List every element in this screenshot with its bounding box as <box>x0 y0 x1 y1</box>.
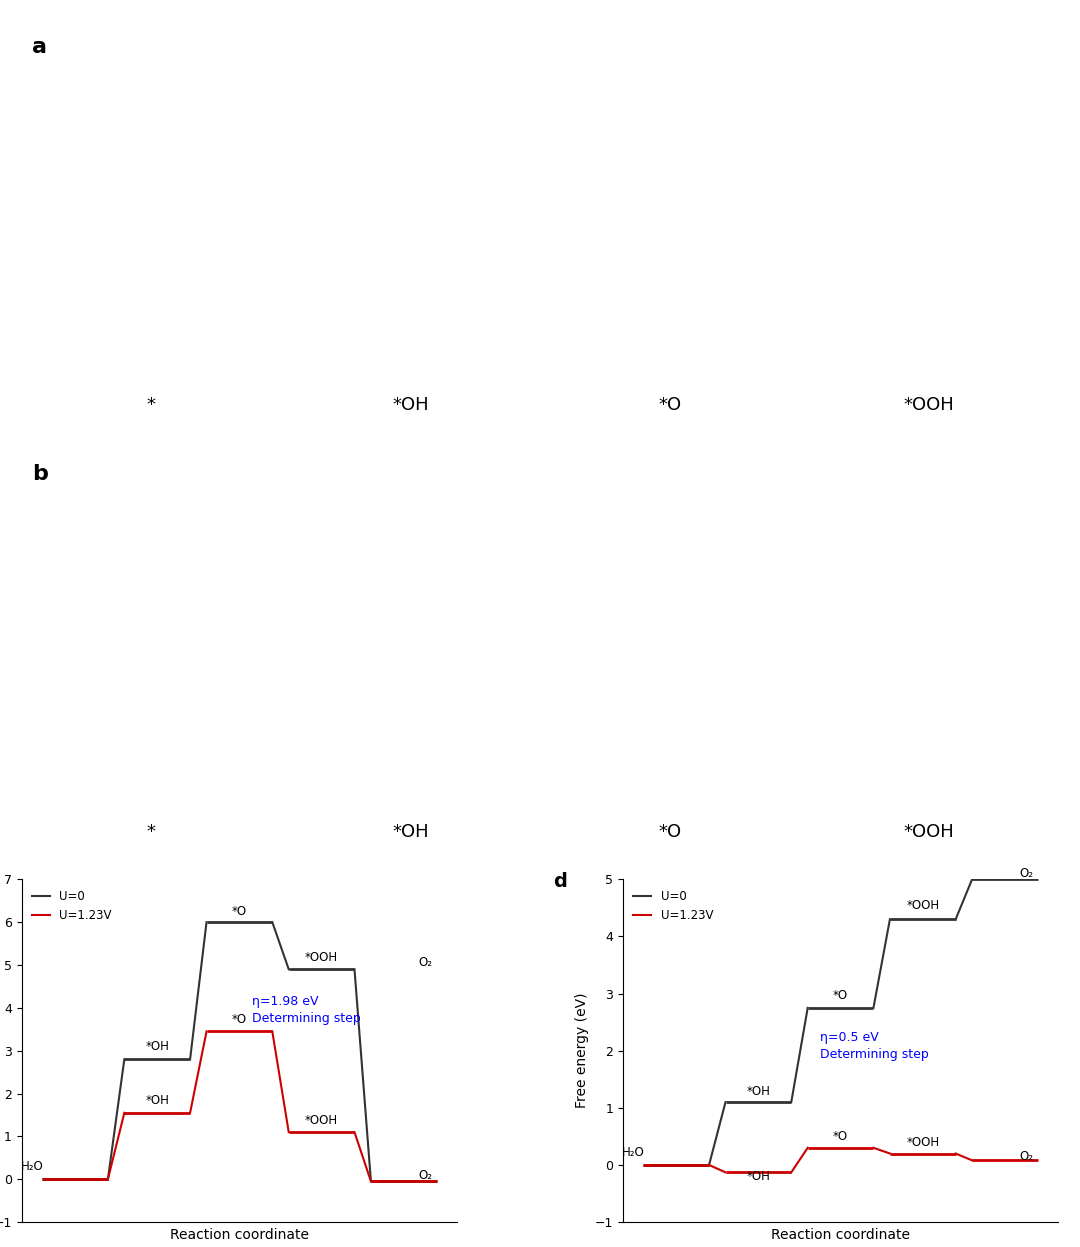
Text: *OOH: *OOH <box>906 1136 940 1148</box>
Text: *OH: *OH <box>146 1040 170 1052</box>
Legend: U=0, U=1.23V: U=0, U=1.23V <box>629 885 718 927</box>
Text: O₂: O₂ <box>1020 867 1034 880</box>
Text: a: a <box>32 37 46 57</box>
Text: *O: *O <box>232 905 247 918</box>
Text: *: * <box>147 395 156 414</box>
Text: *OH: *OH <box>146 1094 170 1107</box>
Text: η=1.98 eV
Determining step: η=1.98 eV Determining step <box>252 995 361 1025</box>
X-axis label: Reaction coordinate: Reaction coordinate <box>170 1227 309 1242</box>
Text: *: * <box>147 823 156 840</box>
Text: *OOH: *OOH <box>904 823 954 840</box>
Text: *O: *O <box>833 989 848 1003</box>
Text: *OH: *OH <box>746 1170 770 1183</box>
Text: *O: *O <box>658 823 681 840</box>
X-axis label: Reaction coordinate: Reaction coordinate <box>771 1227 910 1242</box>
Text: η=0.5 eV
Determining step: η=0.5 eV Determining step <box>820 1031 929 1061</box>
Text: *O: *O <box>833 1130 848 1143</box>
Text: *OH: *OH <box>392 395 429 414</box>
Text: *OOH: *OOH <box>904 395 954 414</box>
Text: O₂: O₂ <box>1020 1150 1034 1163</box>
Text: *OH: *OH <box>392 823 429 840</box>
Text: O₂: O₂ <box>419 1170 433 1182</box>
Legend: U=0, U=1.23V: U=0, U=1.23V <box>27 885 117 927</box>
Text: *OOH: *OOH <box>906 899 940 913</box>
Text: d: d <box>553 873 567 892</box>
Y-axis label: Free energy (eV): Free energy (eV) <box>576 993 589 1109</box>
Text: O₂: O₂ <box>419 956 433 969</box>
Text: H₂O: H₂O <box>21 1160 43 1172</box>
Text: *OH: *OH <box>746 1085 770 1097</box>
Text: *OOH: *OOH <box>305 951 338 964</box>
Text: H₂O: H₂O <box>622 1146 645 1160</box>
Text: *O: *O <box>232 1014 247 1026</box>
Text: b: b <box>32 464 48 484</box>
Text: *O: *O <box>658 395 681 414</box>
Text: *OOH: *OOH <box>305 1114 338 1127</box>
